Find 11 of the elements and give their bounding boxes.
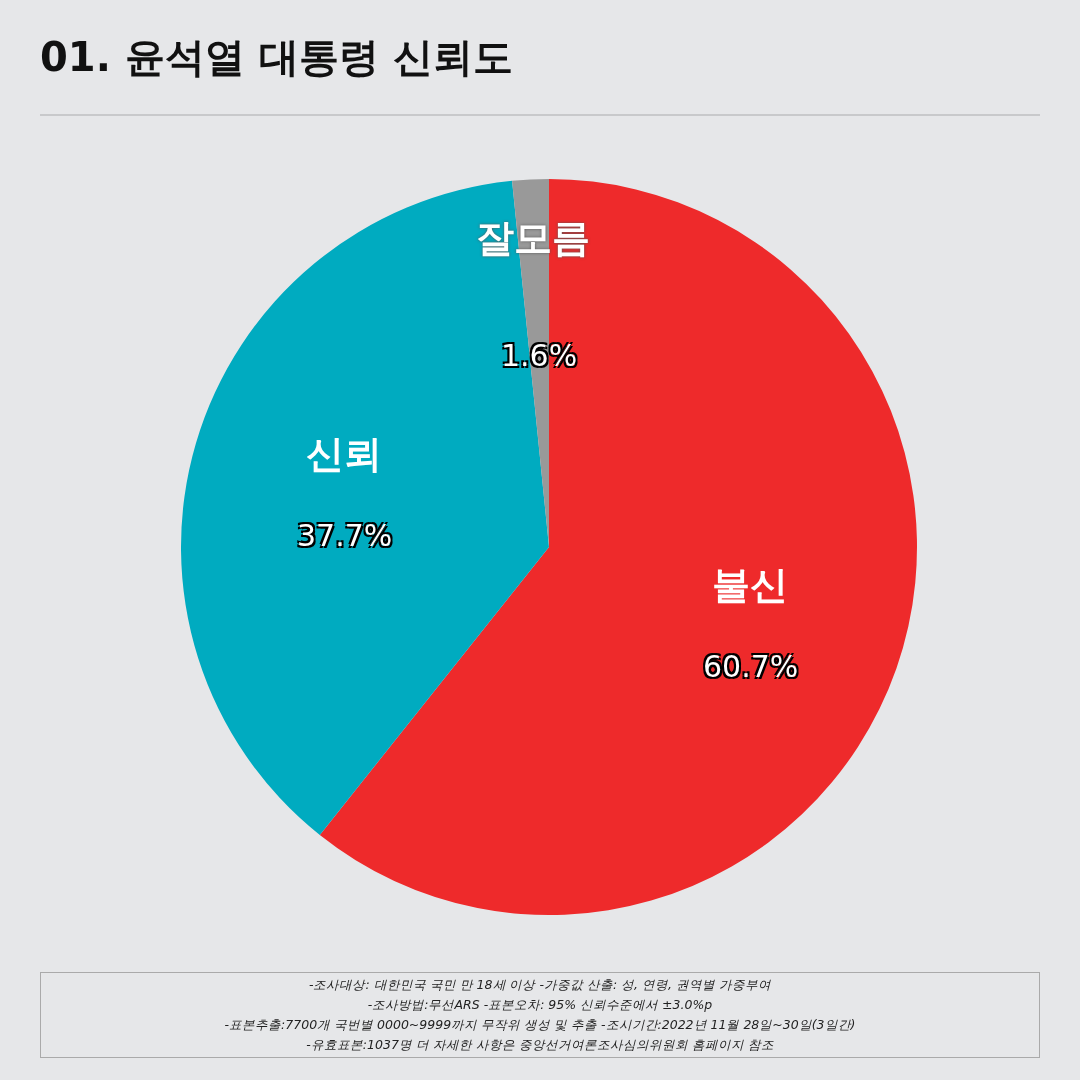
text: -표본추출:7700개 국번별 0000~9999까지 무작위 생성 및 추출 -조시기간:2022년 11월 28일~30일(3일간): [223, 1016, 857, 1034]
text: -유효표본:1037명 더 자세한 사항은 중앙선거여론조사심의위원회 홈페이지 참조: [305, 1036, 775, 1054]
data-label: 1.6%: [501, 338, 578, 373]
slice-label: 불신: [712, 563, 788, 607]
data-label: 60.7%: [703, 649, 799, 684]
text: -조사대상: 대한민국 국민 만 18세 이상 -가중값 산출: 성, 연령, 권역별 가중부여: [308, 976, 772, 994]
chart-title: 01. 윤석열 대통령 신뢰도: [40, 33, 513, 82]
text: -조사방법:무선ARS -표본오차: 95% 신뢰수준에서 ±3.0%p: [366, 996, 714, 1014]
slice-label: 신뢰: [306, 432, 382, 476]
slice-label: 잘모름: [476, 216, 590, 260]
data-label: 37.7%: [297, 518, 393, 553]
